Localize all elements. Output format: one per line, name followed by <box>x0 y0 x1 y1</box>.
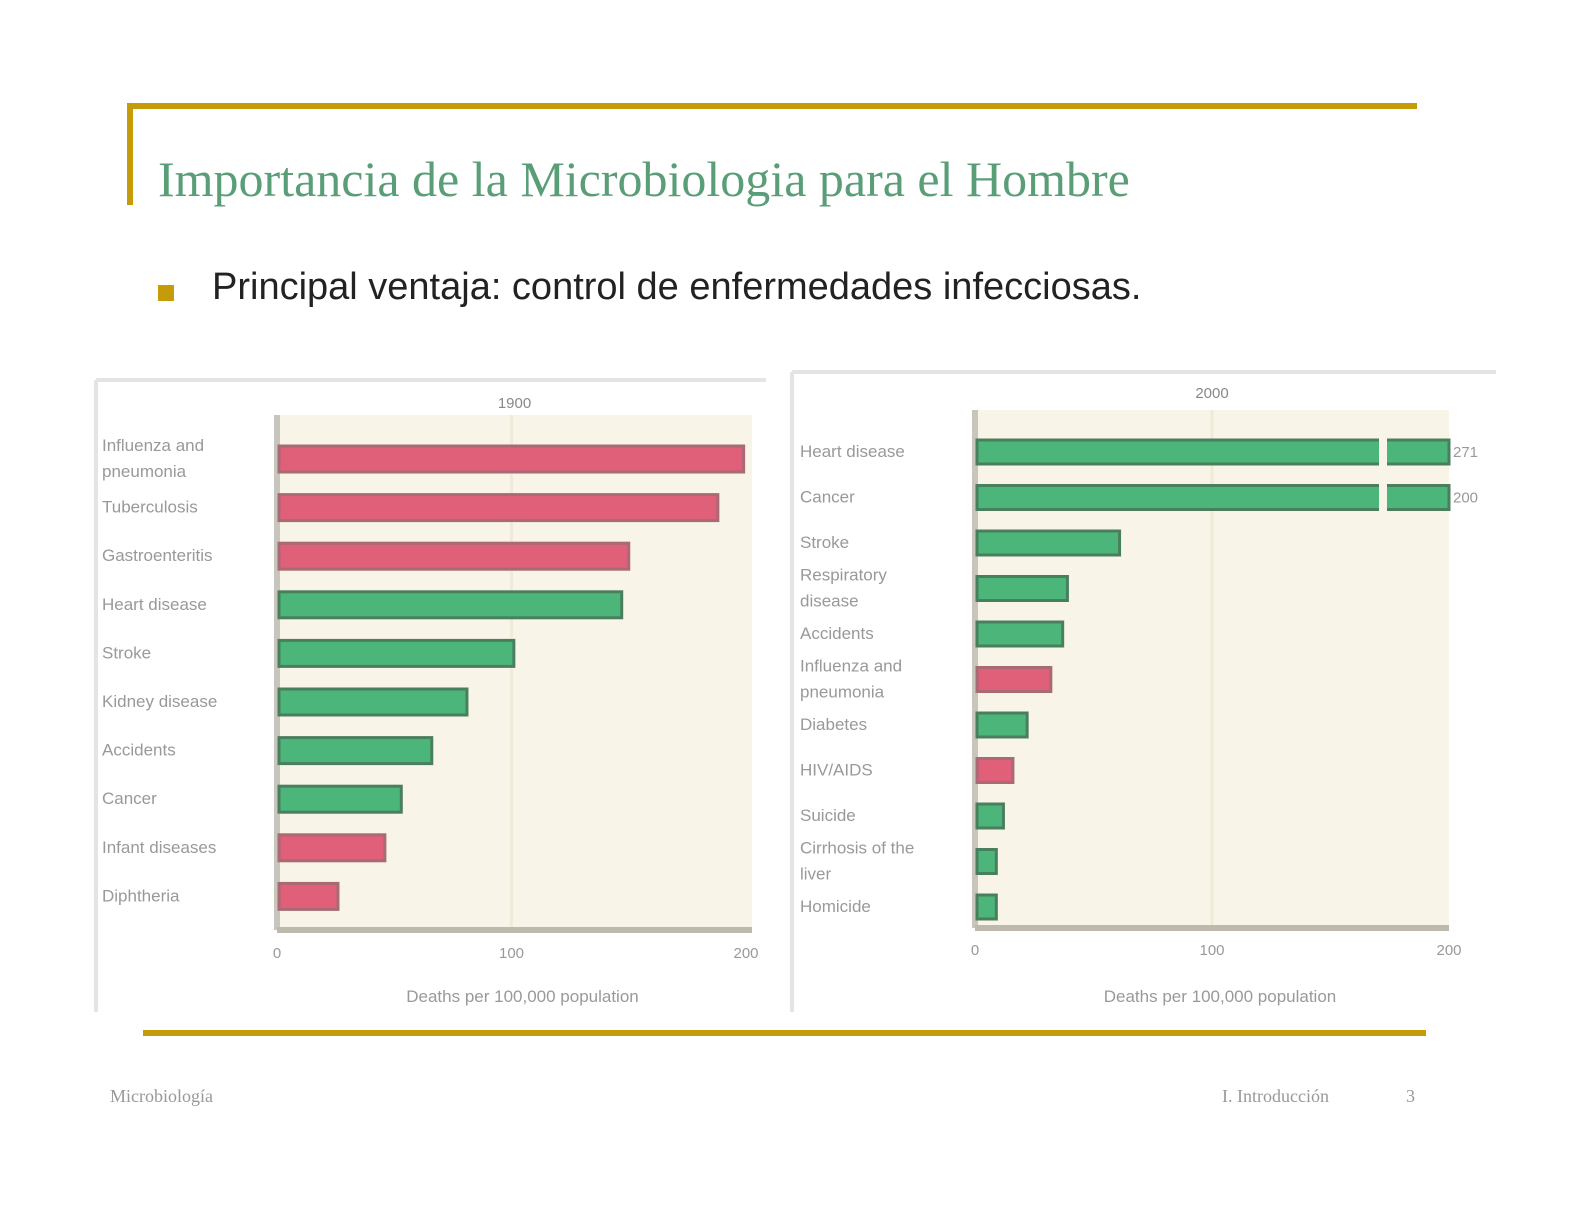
bar <box>975 802 1005 830</box>
category-label: Diphtheria <box>102 886 180 905</box>
bar <box>277 784 403 814</box>
bar <box>975 620 1065 648</box>
x-tick-label: 0 <box>971 942 979 959</box>
category-label: Heart disease <box>800 442 905 461</box>
data-label: 200 <box>1453 490 1478 507</box>
category-label: Stroke <box>800 533 849 552</box>
x-tick-label: 100 <box>499 945 524 962</box>
x-tick-label: 200 <box>733 945 758 962</box>
category-label: Accidents <box>800 624 874 643</box>
bar <box>975 529 1122 557</box>
category-label: Influenza and pneumonia <box>102 436 204 481</box>
bar <box>277 687 469 717</box>
bar <box>975 666 1053 693</box>
bullet-text: Principal ventaja: control de enfermedad… <box>212 266 1142 308</box>
bullet-icon <box>158 285 174 301</box>
top-rule <box>127 103 1417 109</box>
footer-course: Microbiología <box>110 1086 213 1106</box>
bar <box>277 638 516 668</box>
slide-title: Importancia de la Microbiologia para el … <box>158 151 1130 207</box>
bar <box>277 590 624 620</box>
x-tick-label: 0 <box>273 945 281 962</box>
category-label: Accidents <box>102 741 176 760</box>
category-label: Homicide <box>800 897 871 916</box>
bar <box>277 736 434 766</box>
chart-title: 2000 <box>1195 385 1228 402</box>
bar <box>975 848 998 875</box>
bar <box>277 833 387 863</box>
axis-break-mark <box>1379 481 1387 514</box>
category-label: Respiratory disease <box>800 566 887 611</box>
category-label: Influenza and pneumonia <box>800 657 902 702</box>
x-tick-label: 200 <box>1436 942 1461 959</box>
axis-break-mark <box>1379 436 1387 468</box>
bottom-rule <box>143 1030 1426 1036</box>
bar <box>975 757 1015 784</box>
chart-title: 1900 <box>498 395 531 412</box>
x-axis-label: Deaths per 100,000 population <box>1104 987 1337 1006</box>
category-label: Suicide <box>800 806 856 825</box>
bar <box>975 893 998 921</box>
bar <box>975 575 1069 602</box>
category-label: Cancer <box>800 488 855 507</box>
bar <box>277 541 631 571</box>
category-label: Tuberculosis <box>102 498 198 517</box>
page-number: 3 <box>1406 1086 1415 1106</box>
category-label: Gastroenteritis <box>102 546 213 565</box>
bar <box>975 711 1029 739</box>
category-label: Cancer <box>102 789 157 808</box>
bar <box>277 493 720 523</box>
category-label: Infant diseases <box>102 838 216 857</box>
category-label: Kidney disease <box>102 692 217 711</box>
bar <box>277 881 340 911</box>
category-label: Diabetes <box>800 715 867 734</box>
x-tick-label: 100 <box>1199 942 1224 959</box>
left-rule <box>127 103 133 205</box>
category-label: HIV/AIDS <box>800 761 873 780</box>
footer-section: I. Introducción <box>1222 1086 1329 1106</box>
x-axis-label: Deaths per 100,000 population <box>406 987 639 1006</box>
data-label: 271 <box>1453 444 1478 461</box>
category-label: Cirrhosis of the liver <box>800 839 914 884</box>
bar <box>975 438 1451 466</box>
category-label: Stroke <box>102 643 151 662</box>
bar <box>277 444 746 474</box>
bar <box>975 484 1451 511</box>
category-label: Heart disease <box>102 595 207 614</box>
